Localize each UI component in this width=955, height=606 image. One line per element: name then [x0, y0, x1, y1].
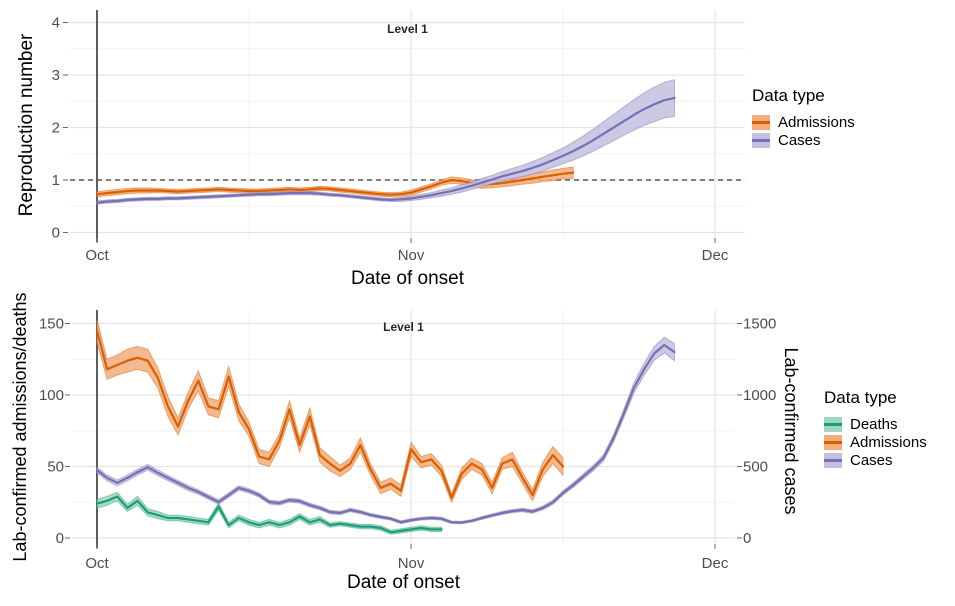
y-axis-tick-label: 4	[52, 15, 60, 32]
series-line-deaths	[95, 495, 443, 534]
legend-swatch-line	[824, 423, 842, 426]
series-line-cases	[95, 97, 676, 204]
y2-axis-tick-label: 1000	[743, 387, 776, 404]
series-ribbon-deaths	[96, 491, 442, 535]
y-axis-tick-label: 2	[52, 120, 60, 137]
y-axis-tick-label: 0	[52, 225, 60, 242]
legend-item-admissions: Admissions	[752, 114, 855, 131]
top-x-axis-title: Date of onset	[350, 268, 465, 289]
top-legend-title: Data type	[752, 86, 825, 105]
series-ribbon-cases	[96, 79, 675, 205]
y2-axis-tick-label: 500	[743, 459, 768, 476]
bottom-legend: Data type Deaths Admissions Cases	[824, 388, 927, 471]
legend-swatch-cases	[752, 133, 770, 148]
bottom-panel-strip-label: Level 1	[383, 320, 424, 334]
y-axis-tick-label: 1	[52, 172, 60, 189]
legend-label: Admissions	[850, 434, 927, 451]
legend-label: Cases	[850, 452, 893, 469]
legend-label: Admissions	[778, 114, 855, 131]
bottom-y-axis-title: Lab-confirmed admissions/deaths	[10, 292, 30, 562]
y2-axis-tick-label: 0	[743, 530, 751, 547]
legend-swatch-deaths	[824, 417, 842, 432]
legend-item-deaths: Deaths	[824, 416, 927, 433]
x-axis-tick-label: Oct	[85, 555, 109, 572]
top-chart: 0 1 2 3 4 Oct Nov Dec	[52, 10, 745, 264]
bottom-legend-title: Data type	[824, 388, 897, 407]
x-axis-tick-label: Nov	[398, 555, 425, 572]
series-ribbon-cases	[96, 336, 675, 525]
legend-item-admissions: Admissions	[824, 434, 927, 451]
series-line-admissions	[95, 329, 565, 500]
series-line-cases	[95, 343, 676, 524]
y-axis-tick-label: 100	[39, 387, 64, 404]
legend-swatch-line	[824, 441, 842, 444]
legend-item-cases: Cases	[824, 452, 927, 469]
y-axis-tick-label: 150	[39, 316, 64, 333]
legend-swatch-admissions	[752, 115, 770, 130]
top-legend-items: Admissions Cases	[752, 114, 855, 149]
bottom-y2-axis-title: Lab-confirmed cases	[781, 347, 801, 515]
legend-label: Cases	[778, 132, 821, 149]
x-axis-tick-label: Oct	[85, 247, 109, 264]
y-axis-tick-label: 3	[52, 67, 60, 84]
x-axis-tick-label: Dec	[702, 247, 729, 264]
bottom-legend-items: Deaths Admissions Cases	[824, 416, 927, 469]
x-axis-tick-label: Dec	[702, 555, 729, 572]
legend-item-cases: Cases	[752, 132, 855, 149]
y-axis-tick-label: 0	[56, 530, 64, 547]
top-panel-strip-label: Level 1	[387, 22, 428, 36]
x-axis-tick-label: Nov	[398, 247, 425, 264]
legend-swatch-line	[752, 139, 770, 142]
legend-swatch-admissions	[824, 435, 842, 450]
legend-swatch-line	[752, 121, 770, 124]
y-axis-tick-label: 50	[47, 459, 64, 476]
series-ribbon-admissions	[96, 319, 564, 504]
y2-axis-tick-label: 1500	[743, 316, 776, 333]
top-legend: Data type Admissions Cases	[752, 86, 855, 151]
top-y-axis-title: Reproduction number	[16, 33, 37, 217]
legend-swatch-line	[824, 459, 842, 462]
legend-label: Deaths	[850, 416, 898, 433]
legend-swatch-cases	[824, 453, 842, 468]
bottom-x-axis-title: Date of onset	[346, 572, 461, 593]
series-line-admissions	[95, 171, 575, 196]
